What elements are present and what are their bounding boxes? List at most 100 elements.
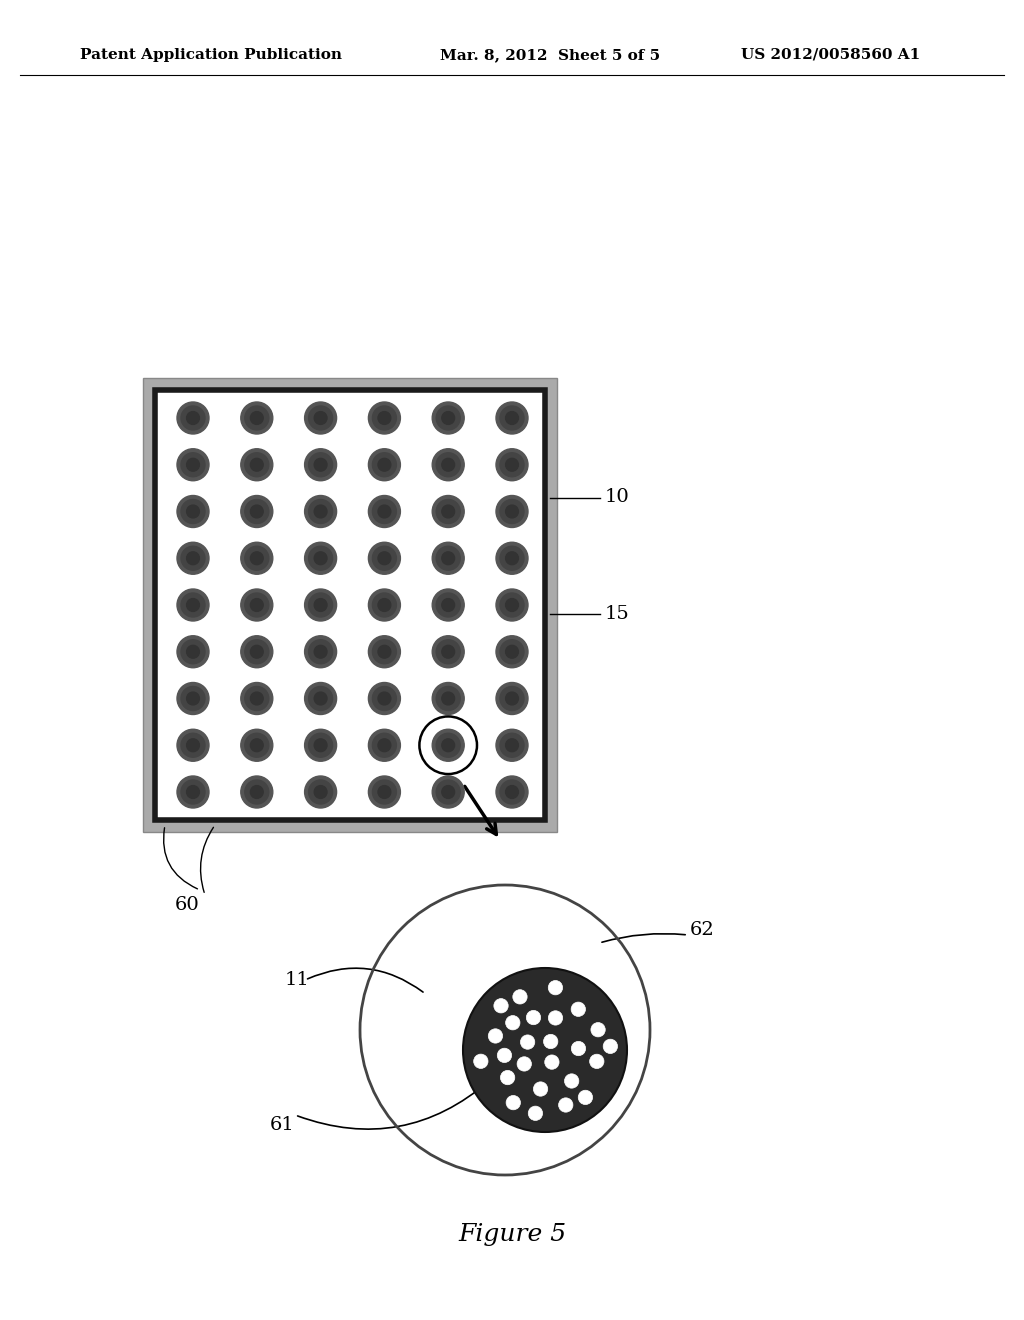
Circle shape	[432, 403, 464, 434]
Circle shape	[181, 593, 205, 616]
Circle shape	[314, 552, 327, 565]
Circle shape	[496, 776, 528, 808]
Circle shape	[308, 686, 333, 710]
Circle shape	[441, 692, 455, 705]
Text: Patent Application Publication: Patent Application Publication	[80, 48, 342, 62]
Circle shape	[500, 686, 524, 710]
Circle shape	[241, 636, 272, 668]
Circle shape	[373, 780, 396, 804]
Circle shape	[378, 739, 391, 751]
Circle shape	[304, 636, 337, 668]
Circle shape	[369, 776, 400, 808]
Circle shape	[373, 407, 396, 430]
Circle shape	[498, 1048, 512, 1063]
Circle shape	[378, 458, 391, 471]
Circle shape	[603, 1039, 617, 1053]
Circle shape	[186, 785, 200, 799]
Circle shape	[304, 403, 337, 434]
Circle shape	[441, 785, 455, 799]
Circle shape	[186, 412, 200, 425]
Text: Mar. 8, 2012  Sheet 5 of 5: Mar. 8, 2012 Sheet 5 of 5	[440, 48, 660, 62]
Circle shape	[245, 453, 268, 477]
Circle shape	[591, 1023, 605, 1038]
Circle shape	[251, 739, 263, 751]
Circle shape	[245, 640, 268, 664]
Circle shape	[506, 645, 518, 659]
Circle shape	[304, 682, 337, 714]
Circle shape	[441, 739, 455, 751]
Circle shape	[314, 506, 327, 517]
Circle shape	[436, 593, 460, 616]
Circle shape	[373, 593, 396, 616]
Circle shape	[441, 458, 455, 471]
Bar	[155, 389, 545, 820]
Circle shape	[251, 692, 263, 705]
Text: 60: 60	[175, 896, 200, 913]
Circle shape	[432, 589, 464, 620]
Circle shape	[506, 1015, 520, 1030]
Circle shape	[500, 499, 524, 524]
Circle shape	[241, 776, 272, 808]
Circle shape	[181, 686, 205, 710]
Circle shape	[378, 506, 391, 517]
Circle shape	[369, 729, 400, 762]
Circle shape	[496, 543, 528, 574]
Text: US 2012/0058560 A1: US 2012/0058560 A1	[740, 48, 920, 62]
Circle shape	[308, 733, 333, 758]
Circle shape	[369, 449, 400, 480]
Circle shape	[245, 686, 268, 710]
Circle shape	[369, 682, 400, 714]
Circle shape	[378, 692, 391, 705]
Circle shape	[369, 589, 400, 620]
Circle shape	[378, 552, 391, 565]
Circle shape	[186, 458, 200, 471]
Circle shape	[506, 412, 518, 425]
Circle shape	[496, 403, 528, 434]
Circle shape	[506, 785, 518, 799]
Circle shape	[241, 403, 272, 434]
Circle shape	[251, 552, 263, 565]
Circle shape	[245, 499, 268, 524]
Circle shape	[304, 449, 337, 480]
Circle shape	[304, 543, 337, 574]
Text: Figure 5: Figure 5	[458, 1224, 566, 1246]
Circle shape	[373, 453, 396, 477]
Circle shape	[181, 640, 205, 664]
Circle shape	[177, 729, 209, 762]
Circle shape	[545, 1055, 559, 1069]
Circle shape	[378, 412, 391, 425]
Circle shape	[500, 733, 524, 758]
Circle shape	[251, 458, 263, 471]
Circle shape	[571, 1041, 586, 1056]
Circle shape	[308, 546, 333, 570]
Circle shape	[496, 495, 528, 528]
Circle shape	[506, 506, 518, 517]
Circle shape	[308, 780, 333, 804]
Circle shape	[304, 729, 337, 762]
Circle shape	[378, 785, 391, 799]
Circle shape	[373, 640, 396, 664]
Circle shape	[520, 1035, 535, 1049]
Circle shape	[441, 412, 455, 425]
Circle shape	[241, 729, 272, 762]
Circle shape	[251, 785, 263, 799]
Circle shape	[177, 403, 209, 434]
Circle shape	[314, 739, 327, 751]
Circle shape	[308, 499, 333, 524]
Circle shape	[181, 733, 205, 758]
Circle shape	[251, 645, 263, 659]
Circle shape	[506, 552, 518, 565]
Circle shape	[496, 589, 528, 620]
Circle shape	[314, 692, 327, 705]
Circle shape	[500, 593, 524, 616]
Circle shape	[314, 598, 327, 611]
Circle shape	[500, 640, 524, 664]
Circle shape	[436, 640, 460, 664]
Circle shape	[548, 1011, 562, 1026]
Circle shape	[241, 449, 272, 480]
Circle shape	[241, 682, 272, 714]
Circle shape	[496, 729, 528, 762]
Circle shape	[245, 780, 268, 804]
Circle shape	[373, 733, 396, 758]
Text: 62: 62	[690, 921, 715, 939]
